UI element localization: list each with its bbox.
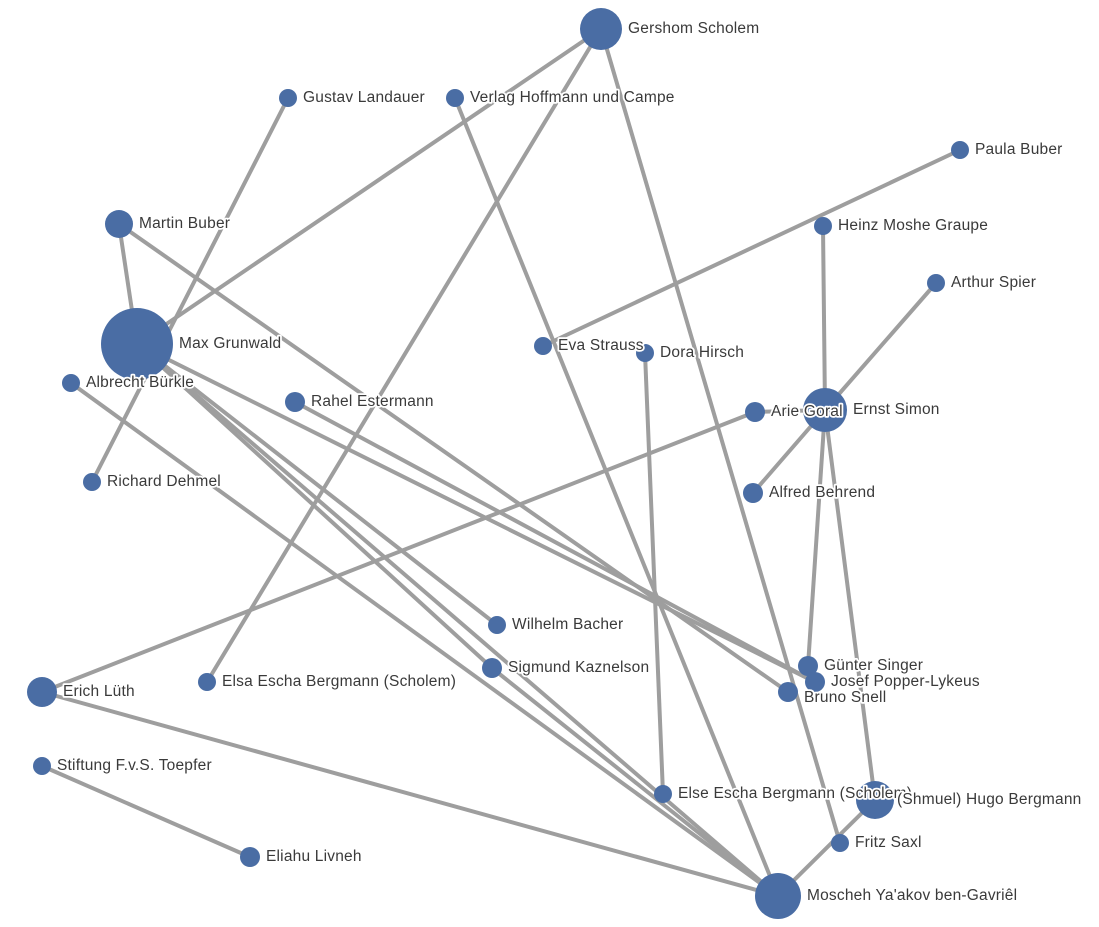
node-label-popper: Josef Popper-Lykeus [831, 673, 980, 690]
node-label-erich: Erich Lüth [63, 683, 135, 700]
node-label-moscheh: Moscheh Ya'akov ben-Gavriêl [807, 887, 1017, 904]
edge-paula-eva [541, 148, 962, 348]
node-albrecht[interactable] [62, 374, 80, 392]
node-guenter[interactable] [798, 656, 818, 676]
node-label-hugo: (Shmuel) Hugo Bergmann [897, 791, 1081, 808]
node-richard[interactable] [83, 473, 101, 491]
node-label-elsa: Elsa Escha Bergmann (Scholem) [222, 673, 456, 690]
node-label-bruno: Bruno Snell [804, 689, 886, 706]
node-dora[interactable] [636, 344, 654, 362]
node-label-arthur: Arthur Spier [951, 274, 1036, 291]
node-label-richard: Richard Dehmel [107, 473, 221, 490]
node-arthur[interactable] [927, 274, 945, 292]
edges-layer [40, 27, 962, 898]
node-stiftung[interactable] [33, 757, 51, 775]
node-label-gustav: Gustav Landauer [303, 89, 425, 106]
node-label-arie: Arie Goral [771, 403, 843, 420]
node-martin[interactable] [105, 210, 133, 238]
node-label-albrecht: Albrecht Bürkle [86, 374, 194, 391]
edge-erich-moscheh [40, 690, 780, 898]
node-eva[interactable] [534, 337, 552, 355]
edge-heinz-ernst [821, 224, 827, 412]
edge-sigmund-moscheh [490, 666, 780, 898]
node-eliahu[interactable] [240, 847, 260, 867]
node-bruno[interactable] [778, 682, 798, 702]
node-fritz[interactable] [831, 834, 849, 852]
node-label-verlag: Verlag Hoffmann und Campe [470, 89, 675, 106]
edge-arthur-ernst [823, 281, 938, 412]
node-label-eliahu: Eliahu Livneh [266, 848, 362, 865]
node-moscheh[interactable] [755, 873, 801, 919]
edge-dora-else [643, 351, 665, 796]
node-gershom[interactable] [580, 8, 622, 50]
node-popper[interactable] [805, 672, 825, 692]
node-label-sigmund: Sigmund Kaznelson [508, 659, 649, 676]
edge-stiftung-eliahu [40, 764, 252, 859]
edge-rahel-popper [293, 400, 817, 684]
edge-ernst-hugo [823, 408, 877, 802]
node-gustav[interactable] [279, 89, 297, 107]
node-verlag[interactable] [446, 89, 464, 107]
node-label-guenter: Günter Singer [824, 657, 923, 674]
node-elsa[interactable] [198, 673, 216, 691]
node-sigmund[interactable] [482, 658, 502, 678]
node-label-rahel: Rahel Estermann [311, 393, 434, 410]
node-ernst[interactable] [803, 388, 847, 432]
edge-arie-erich [40, 410, 757, 694]
edge-max-sigmund [135, 342, 494, 670]
node-rahel[interactable] [285, 392, 305, 412]
edge-max-moscheh [135, 342, 780, 898]
node-paula[interactable] [951, 141, 969, 159]
edge-albrecht-moscheh [69, 381, 780, 898]
labels-layer: Gershom Scholem Gustav Landauer Verlag Hof… [55, 18, 1083, 906]
node-erich[interactable] [27, 677, 57, 707]
node-label-ernst: Ernst Simon [853, 401, 940, 418]
node-label-heinz: Heinz Moshe Graupe [838, 217, 988, 234]
node-label-dora: Dora Hirsch [660, 344, 744, 361]
edge-max-popper [135, 342, 817, 684]
edge-gershom-elsa [205, 27, 603, 684]
node-label-martin: Martin Buber [139, 215, 230, 232]
node-else[interactable] [654, 785, 672, 803]
node-label-else: Else Escha Bergmann (Scholem) [678, 785, 912, 802]
edge-gershom-max [135, 27, 603, 346]
node-wilhelm[interactable] [488, 616, 506, 634]
edge-gustav-richard [90, 96, 290, 484]
node-arie[interactable] [745, 402, 765, 422]
node-label-paula: Paula Buber [975, 141, 1063, 158]
node-max[interactable] [101, 308, 173, 380]
edge-max-wilhelm [135, 342, 499, 627]
node-label-stiftung: Stiftung F.v.S. Toepfer [57, 757, 212, 774]
node-label-wilhelm: Wilhelm Bacher [512, 616, 623, 633]
node-heinz[interactable] [814, 217, 832, 235]
edge-verlag-moscheh [453, 96, 780, 898]
node-label-eva: Eva Strauss [558, 337, 644, 354]
node-label-gershom: Gershom Scholem [628, 20, 759, 37]
edge-ernst-guenter [806, 408, 827, 668]
node-alfred[interactable] [743, 483, 763, 503]
node-label-alfred: Alfred Behrend [769, 484, 875, 501]
edge-gershom-fritz [599, 27, 842, 845]
node-label-fritz: Fritz Saxl [855, 834, 922, 851]
node-hugo[interactable] [856, 781, 894, 819]
node-label-max: Max Grunwald [179, 335, 281, 352]
nodes-layer [27, 8, 969, 919]
